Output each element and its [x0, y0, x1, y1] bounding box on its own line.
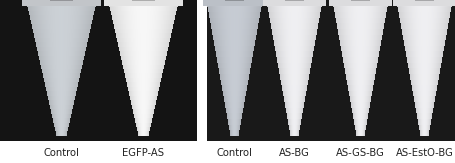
Text: AS-GS-BG: AS-GS-BG — [336, 148, 385, 158]
Text: AS-BG: AS-BG — [279, 148, 310, 158]
Text: Control: Control — [44, 148, 79, 158]
Text: Control: Control — [217, 148, 252, 158]
Text: AS-EstO-BG: AS-EstO-BG — [395, 148, 454, 158]
Text: EGFP-AS: EGFP-AS — [122, 148, 164, 158]
